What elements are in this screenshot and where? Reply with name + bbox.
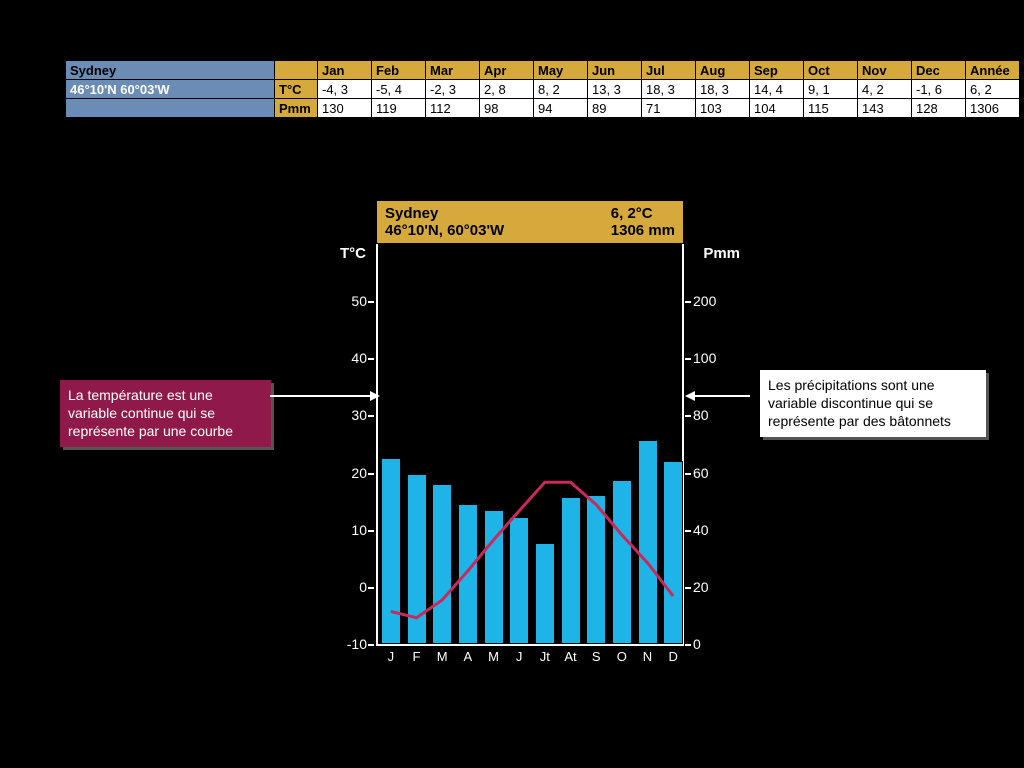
month-x-label: At: [559, 649, 583, 664]
precip-bar: [638, 440, 658, 644]
prec-value: 71: [642, 99, 696, 118]
prec-row-label: Pmm: [275, 99, 318, 118]
month-header: Feb: [372, 61, 426, 80]
prec-value: 94: [534, 99, 588, 118]
empty-cell: [66, 99, 275, 118]
precip-bar: [561, 497, 581, 644]
month-header: Nov: [858, 61, 912, 80]
precip-bar: [663, 461, 683, 644]
month-header: Oct: [804, 61, 858, 80]
prec-value: 112: [426, 99, 480, 118]
precip-bar: [458, 504, 478, 644]
temp-value: 6, 2: [966, 80, 1020, 99]
prec-value: 89: [588, 99, 642, 118]
chart-total-prec: 1306 mm: [611, 222, 675, 239]
prec-value: 104: [750, 99, 804, 118]
chart-city: Sydney: [385, 205, 438, 222]
arrow-to-curve: [270, 395, 370, 397]
temp-value: -4, 3: [318, 80, 372, 99]
temp-tick: 30: [337, 407, 367, 423]
prec-value: 103: [696, 99, 750, 118]
prec-value: 98: [480, 99, 534, 118]
prec-tick: 0: [693, 636, 701, 652]
prec-tick: 60: [693, 465, 709, 481]
climate-data-table: Sydney JanFebMarAprMayJunJulAugSepOctNov…: [65, 60, 1020, 118]
month-x-label: M: [482, 649, 506, 664]
prec-value: 115: [804, 99, 858, 118]
temp-tick: 0: [337, 579, 367, 595]
month-header: Apr: [480, 61, 534, 80]
chart-mean-temp: 6, 2°C: [611, 205, 653, 222]
month-x-label: D: [661, 649, 685, 664]
prec-tick: 100: [693, 350, 716, 366]
arrow-to-bars: [695, 395, 750, 397]
precip-bar: [586, 495, 606, 644]
month-header: Sep: [750, 61, 804, 80]
prec-tick: 200: [693, 293, 716, 309]
precip-bar: [381, 458, 401, 644]
prec-tick: 20: [693, 579, 709, 595]
temp-tick: 50: [337, 293, 367, 309]
precipitation-note: Les précipitations sont une variable dis…: [760, 370, 986, 437]
coords-cell: 46°10'N 60°03'W: [66, 80, 275, 99]
city-header: Sydney: [66, 61, 275, 80]
prec-tick: 40: [693, 522, 709, 538]
month-x-label: O: [610, 649, 634, 664]
temp-value: 18, 3: [642, 80, 696, 99]
month-x-label: Jt: [533, 649, 557, 664]
prec-tick: 80: [693, 407, 709, 423]
temp-value: -5, 4: [372, 80, 426, 99]
temp-tick: -10: [337, 636, 367, 652]
month-header: Aug: [696, 61, 750, 80]
month-x-label: S: [584, 649, 608, 664]
temp-tick: 10: [337, 522, 367, 538]
left-axis-label: T°C: [340, 245, 366, 262]
month-x-label: A: [456, 649, 480, 664]
precip-bar: [535, 543, 555, 644]
chart-title-bar: Sydney 46°10'N, 60°03'W 6, 2°C 1306 mm: [376, 200, 684, 244]
month-x-label: N: [636, 649, 660, 664]
temp-value: 13, 3: [588, 80, 642, 99]
month-header: Dec: [912, 61, 966, 80]
month-header: Jan: [318, 61, 372, 80]
temp-value: 4, 2: [858, 80, 912, 99]
month-x-label: J: [379, 649, 403, 664]
temp-value: -1, 6: [912, 80, 966, 99]
precip-bar: [484, 510, 504, 644]
month-x-label: M: [430, 649, 454, 664]
prec-value: 119: [372, 99, 426, 118]
temp-value: 2, 8: [480, 80, 534, 99]
month-header: Jun: [588, 61, 642, 80]
month-x-label: J: [507, 649, 531, 664]
plot-area: -1001020304050020406080100200JFMAMJJtAtS…: [376, 244, 684, 646]
precip-bar: [407, 474, 427, 644]
temp-value: 18, 3: [696, 80, 750, 99]
month-header: May: [534, 61, 588, 80]
temperature-note: La température est une variable continue…: [60, 380, 271, 447]
temp-tick: 40: [337, 350, 367, 366]
temp-row-label: T°C: [275, 80, 318, 99]
right-axis-label: Pmm: [703, 245, 740, 262]
precip-bar: [612, 480, 632, 644]
prec-value: 130: [318, 99, 372, 118]
temp-value: -2, 3: [426, 80, 480, 99]
month-header: Jul: [642, 61, 696, 80]
prec-value: 1306: [966, 99, 1020, 118]
temp-value: 9, 1: [804, 80, 858, 99]
temp-value: 8, 2: [534, 80, 588, 99]
chart-coords: 46°10'N, 60°03'W: [385, 222, 504, 239]
temp-tick: 20: [337, 465, 367, 481]
prec-value: 143: [858, 99, 912, 118]
prec-value: 128: [912, 99, 966, 118]
precip-bar: [432, 484, 452, 644]
month-header: Mar: [426, 61, 480, 80]
month-x-label: F: [405, 649, 429, 664]
blank-cell: [275, 61, 318, 80]
precip-bar: [509, 517, 529, 644]
month-header: Année: [966, 61, 1020, 80]
temp-value: 14, 4: [750, 80, 804, 99]
climate-chart: Sydney 46°10'N, 60°03'W 6, 2°C 1306 mm T…: [330, 200, 730, 646]
